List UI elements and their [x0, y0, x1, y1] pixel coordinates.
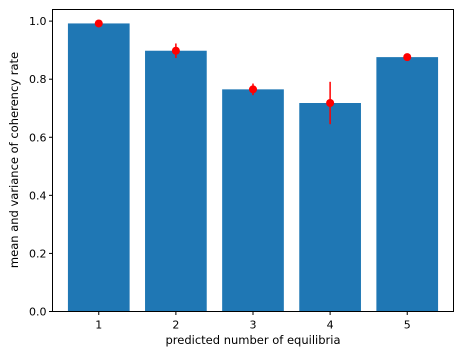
x-tick-label-4: 4: [327, 319, 334, 332]
y-tick-label: 0.4: [29, 189, 47, 202]
mean-point-1: [94, 19, 103, 28]
mean-point-4: [326, 99, 335, 108]
bars-layer: [67, 23, 439, 312]
x-tick-label-2: 2: [172, 319, 179, 332]
x-tick-label-3: 3: [250, 319, 257, 332]
error-bars-layer: [94, 19, 412, 125]
x-tick-label-1: 1: [95, 319, 102, 332]
mean-point-5: [403, 53, 412, 62]
x-axis-label: predicted number of equilibria: [165, 333, 340, 347]
y-tick-label: 1.0: [29, 15, 47, 28]
x-axis: 1 2 3 4 5: [95, 311, 411, 332]
y-tick-label: 0.8: [29, 73, 47, 86]
x-tick-label-5: 5: [404, 319, 411, 332]
mean-point-3: [249, 85, 257, 94]
y-tick-label: 0.6: [29, 131, 47, 144]
y-tick-label: 0.0: [29, 306, 47, 319]
y-tick-label: 0.2: [29, 247, 47, 260]
bar-1: [67, 23, 130, 312]
mean-point-2: [171, 46, 180, 55]
y-axis: 0.0 0.2 0.4 0.6 0.8 1.0: [29, 15, 53, 319]
bar-4: [299, 103, 361, 312]
bar-5: [376, 57, 439, 312]
y-axis-label: mean and variance of coherency rate: [7, 52, 21, 268]
bar-3: [222, 89, 284, 312]
bar-2: [145, 50, 207, 312]
